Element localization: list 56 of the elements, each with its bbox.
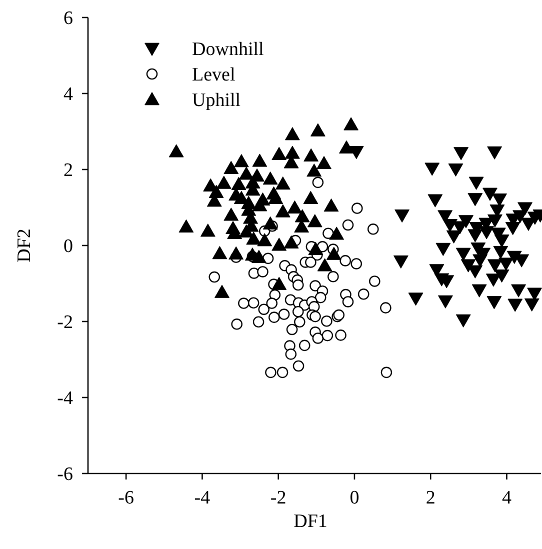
point — [482, 188, 498, 201]
point — [442, 218, 458, 232]
x-tick-label: 0 — [350, 488, 360, 508]
x-tick-label: -2 — [270, 488, 286, 508]
point — [487, 259, 502, 272]
point — [448, 163, 464, 177]
point — [454, 147, 469, 160]
y-tick-label: 4 — [64, 84, 74, 106]
y-tick-label: -6 — [57, 464, 73, 486]
point — [348, 146, 364, 160]
x-axis-title: DF1 — [294, 511, 328, 532]
point — [472, 284, 487, 298]
x-tick-label: 2 — [426, 488, 436, 508]
point — [498, 258, 514, 271]
legend-label: Uphill — [192, 90, 241, 112]
point — [486, 296, 502, 310]
x-tick-label: 4 — [502, 488, 512, 508]
legend-label: Level — [192, 64, 236, 86]
point — [456, 248, 471, 261]
point — [446, 230, 462, 244]
x-tick-label: -6 — [118, 488, 134, 508]
point — [424, 162, 440, 176]
y-tick-label: -4 — [57, 388, 74, 410]
y-axis-title: DF2 — [14, 228, 35, 262]
point — [511, 284, 526, 298]
point — [428, 194, 443, 208]
point — [393, 255, 408, 269]
point — [494, 269, 510, 283]
y-tick-label: -2 — [57, 312, 73, 334]
point — [493, 246, 508, 260]
point — [394, 209, 410, 223]
legend-label: Downhill — [192, 39, 264, 60]
point — [438, 295, 453, 308]
point — [508, 298, 523, 312]
point — [527, 288, 542, 301]
point — [436, 242, 451, 256]
y-tick-label: 0 — [64, 236, 73, 258]
point — [479, 226, 494, 240]
y-tick-label: 6 — [64, 8, 73, 30]
point — [505, 222, 520, 236]
point — [524, 298, 540, 312]
point — [486, 274, 501, 287]
point — [468, 193, 483, 206]
point — [512, 210, 528, 224]
point — [494, 234, 510, 248]
point — [408, 292, 424, 306]
point — [456, 314, 471, 328]
point — [487, 214, 502, 228]
x-tick-label: -4 — [194, 488, 211, 508]
point — [468, 265, 483, 278]
point — [468, 229, 483, 242]
point — [472, 254, 488, 268]
point — [458, 215, 474, 228]
point — [487, 146, 502, 160]
y-tick-label: 2 — [64, 160, 73, 182]
point — [468, 176, 484, 190]
